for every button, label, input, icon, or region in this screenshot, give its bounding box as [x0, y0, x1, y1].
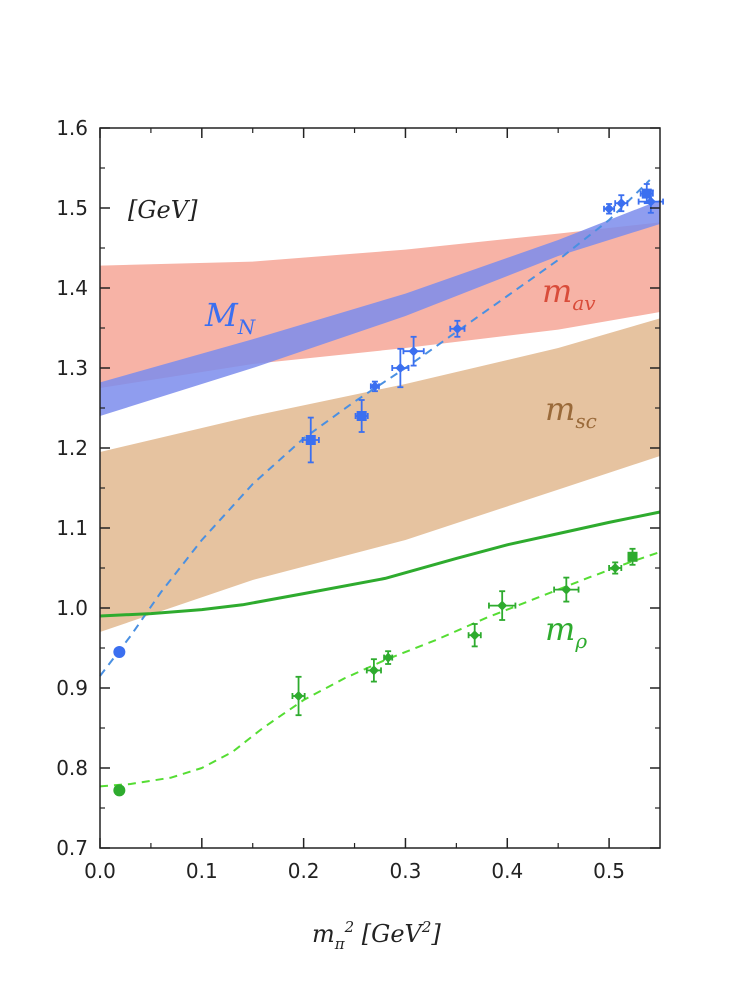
- label-m-sc: msc: [545, 390, 597, 433]
- label-m-n-sub: N: [237, 315, 257, 339]
- label-m-av: mav: [542, 272, 596, 315]
- points-layer: [113, 183, 664, 797]
- physical-point-2: [113, 784, 126, 797]
- y-tick-label: 1.6: [56, 116, 88, 140]
- diamond-marker: [408, 346, 419, 357]
- y-tick-label: 1.4: [56, 276, 88, 300]
- rho-point-4: [467, 623, 482, 648]
- rho-point-5: [488, 590, 517, 621]
- x-tick-label: 0.2: [288, 859, 320, 883]
- ticks-layer: 0.7 0.8 0.9 1.0 1.1 1.2 1.3 1.4 1.5 1.6 0.0 0.1 0.2 0…: [56, 116, 660, 883]
- rho-point-7: [608, 561, 623, 575]
- band-m-sc: [100, 318, 660, 632]
- diamond-marker: [645, 196, 656, 207]
- x-tick-label: 0.4: [491, 859, 523, 883]
- lines-layer: [99, 179, 661, 788]
- diamond-marker: [497, 600, 508, 611]
- x-axis-title-main: m: [312, 920, 335, 948]
- bands-layer: [100, 200, 660, 632]
- x-tick-label: 0.1: [186, 859, 218, 883]
- diamond-marker: [610, 563, 621, 573]
- diamond-marker: [293, 691, 304, 701]
- diamond-marker: [395, 363, 406, 373]
- y-tick-label: 1.5: [56, 196, 88, 220]
- circle-marker: [113, 646, 126, 658]
- nucleon-point-8: [614, 194, 629, 213]
- nucleon-point-4: [391, 347, 410, 389]
- nucleon-point-3: [369, 380, 380, 393]
- rho-fit-line: [99, 551, 661, 788]
- x-tick-label: 0.5: [593, 859, 625, 883]
- diamond-marker: [616, 198, 627, 209]
- diamond-marker: [368, 665, 379, 676]
- y-tick-label: 1.2: [56, 436, 88, 460]
- y-tick-label: 1.0: [56, 596, 88, 620]
- y-tick-label: 1.1: [56, 516, 88, 540]
- label-m-n-main: M: [204, 296, 239, 334]
- x-axis-title-unit-sup: 2: [421, 918, 432, 936]
- y-tick-label: 0.9: [56, 676, 88, 700]
- rho-chiral-line: [99, 510, 661, 618]
- square-marker: [305, 435, 316, 445]
- square-marker: [627, 551, 638, 562]
- diamond-marker: [469, 630, 480, 641]
- label-m-av-sub: av: [572, 291, 596, 315]
- diamond-marker: [383, 652, 394, 663]
- y-tick-label: 0.8: [56, 756, 88, 780]
- rho-point-8: [627, 547, 638, 566]
- physical-point-1: [113, 646, 126, 658]
- label-m-rho-main: m: [545, 610, 575, 648]
- nucleon-point-10: [637, 189, 664, 214]
- x-tick-label: 0.3: [390, 859, 422, 883]
- nucleon-point-2: [354, 399, 369, 433]
- square-marker: [641, 188, 652, 199]
- nucleon-point-6: [449, 319, 466, 338]
- x-axis-title: mπ2 [GeV2]: [312, 918, 441, 953]
- rho-point-3: [383, 650, 394, 665]
- unit-label: [GeV]: [128, 196, 198, 224]
- x-axis-title-sup: 2: [344, 918, 355, 936]
- square-marker: [356, 411, 367, 421]
- y-tick-label: 1.3: [56, 356, 88, 380]
- nucleon-fit-line: [99, 179, 651, 677]
- label-m-sc-main: m: [545, 390, 575, 428]
- diamond-marker: [369, 381, 380, 392]
- rho-point-2: [365, 658, 382, 683]
- diamond-marker: [561, 584, 572, 595]
- x-axis-title-unit-open: [GeV: [354, 920, 424, 948]
- circle-marker: [113, 784, 126, 797]
- band-m-n: [100, 200, 660, 416]
- x-axis-title-unit-close: ]: [430, 920, 441, 948]
- diamond-marker: [452, 323, 463, 334]
- label-m-n: MN: [204, 296, 257, 339]
- y-tick-label: 0.7: [56, 836, 88, 860]
- label-m-sc-sub: sc: [575, 409, 596, 433]
- rho-point-6: [553, 576, 580, 603]
- rho-point-1: [291, 675, 306, 717]
- label-m-rho-sub: ρ: [574, 629, 587, 653]
- x-axis-title-sub: π: [334, 935, 346, 953]
- label-m-av-main: m: [542, 272, 572, 310]
- nucleon-point-1: [301, 416, 320, 464]
- x-tick-label: 0.0: [84, 859, 116, 883]
- nucleon-point-7: [603, 203, 616, 215]
- label-m-rho: mρ: [545, 610, 587, 653]
- nucleon-point-5: [402, 335, 425, 367]
- diamond-marker: [604, 203, 615, 214]
